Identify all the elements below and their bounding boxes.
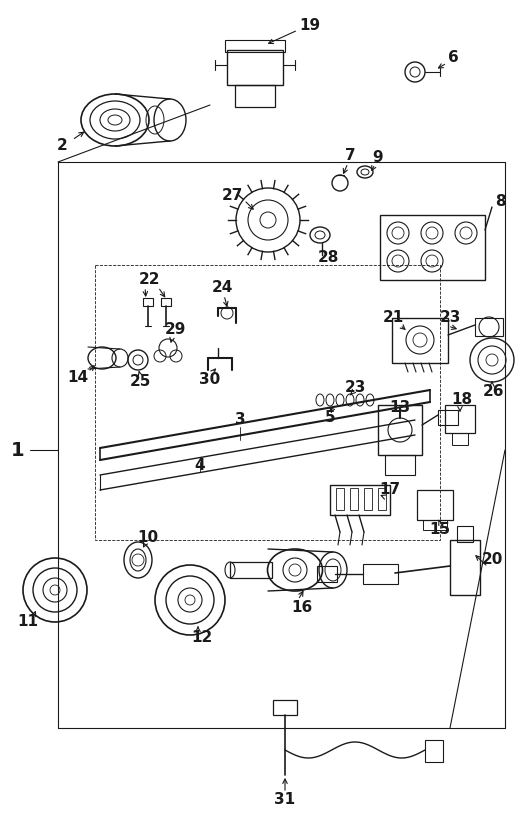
Bar	[350, 488, 358, 510]
Text: 1: 1	[11, 441, 25, 460]
Text: 26: 26	[483, 385, 505, 400]
Bar	[330, 485, 390, 515]
Bar	[392, 318, 448, 363]
Text: 22: 22	[139, 273, 161, 288]
Text: 30: 30	[199, 373, 220, 388]
Text: 21: 21	[382, 310, 404, 325]
Text: 20: 20	[481, 553, 502, 568]
Bar	[378, 405, 422, 455]
Bar	[452, 433, 468, 445]
Text: 19: 19	[299, 18, 321, 33]
Bar	[95, 265, 440, 540]
Bar	[273, 700, 297, 715]
Text: 28: 28	[317, 251, 339, 266]
Text: 15: 15	[429, 522, 450, 538]
Text: 2: 2	[57, 137, 67, 152]
Text: 23: 23	[344, 380, 366, 395]
Bar	[161, 298, 171, 306]
Text: 14: 14	[67, 370, 89, 385]
Text: 18: 18	[452, 392, 473, 407]
Text: 7: 7	[344, 147, 355, 162]
Bar	[336, 488, 344, 510]
Text: 4: 4	[195, 457, 205, 472]
Bar	[143, 298, 153, 306]
Bar	[423, 520, 447, 530]
Text: 29: 29	[164, 323, 186, 338]
Bar	[230, 562, 272, 578]
Bar	[425, 740, 443, 762]
Bar	[450, 540, 480, 595]
Bar	[363, 564, 398, 584]
Bar	[364, 488, 372, 510]
Text: 24: 24	[211, 279, 233, 294]
Text: 9: 9	[373, 150, 383, 165]
Bar	[380, 215, 485, 280]
Text: 27: 27	[222, 187, 243, 202]
Text: 5: 5	[325, 410, 335, 426]
Bar	[227, 50, 283, 85]
Bar	[225, 40, 285, 52]
Bar	[385, 455, 415, 475]
Text: 11: 11	[17, 614, 39, 630]
Text: 16: 16	[292, 600, 313, 615]
Text: 6: 6	[448, 50, 458, 65]
Text: 8: 8	[494, 195, 505, 210]
Bar	[445, 405, 475, 433]
Text: 10: 10	[137, 531, 158, 546]
Bar	[457, 526, 473, 542]
Bar	[317, 566, 337, 582]
Text: 23: 23	[439, 310, 461, 325]
Text: 25: 25	[129, 375, 151, 390]
Bar	[438, 410, 458, 425]
Text: 3: 3	[235, 412, 245, 427]
Bar	[417, 490, 453, 520]
Text: 13: 13	[390, 400, 411, 415]
Bar	[378, 488, 386, 510]
Bar	[235, 85, 275, 107]
Text: 17: 17	[379, 482, 401, 497]
Bar	[475, 318, 503, 336]
Text: 31: 31	[275, 793, 296, 808]
Text: 12: 12	[191, 630, 213, 645]
